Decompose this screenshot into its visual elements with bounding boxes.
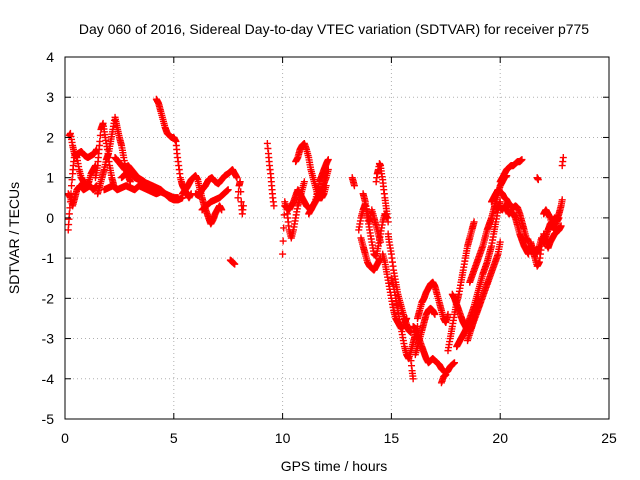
data-point <box>224 186 232 194</box>
data-point <box>444 310 452 318</box>
data-point <box>237 188 245 196</box>
y-tick-label: -1 <box>42 250 55 266</box>
y-tick-label: 1 <box>46 170 54 186</box>
data-point <box>65 210 73 218</box>
data-point <box>442 371 450 379</box>
data-point <box>280 224 288 232</box>
data-point <box>518 156 526 164</box>
y-tick-label: 4 <box>46 49 54 65</box>
y-axis-label: SDTVAR / TECUs <box>6 182 22 294</box>
y-tick-label: -5 <box>42 411 55 427</box>
data-point <box>557 222 565 230</box>
x-tick-label: 10 <box>275 430 291 446</box>
data-point <box>239 202 247 210</box>
x-tick-label: 25 <box>601 430 617 446</box>
data-point <box>496 238 504 246</box>
data-point <box>279 250 287 258</box>
x-tick-label: 20 <box>492 430 508 446</box>
grid-lines <box>65 57 609 419</box>
data-point <box>409 375 417 383</box>
data-point <box>96 131 104 139</box>
x-tick-label: 5 <box>170 430 178 446</box>
data-point <box>350 182 358 190</box>
data-point <box>555 214 563 222</box>
data-point <box>279 237 287 245</box>
y-tick-label: 0 <box>46 210 54 226</box>
data-point <box>96 137 104 145</box>
y-tick-label: -4 <box>42 371 55 387</box>
chart-title: Day 060 of 2016, Sidereal Day-to-day VTE… <box>79 21 589 37</box>
x-tick-label: 15 <box>384 430 400 446</box>
data-point <box>280 211 288 219</box>
data-point <box>231 260 239 268</box>
data-point <box>534 176 542 184</box>
y-tick-label: -2 <box>42 290 55 306</box>
data-point <box>559 154 567 162</box>
axis-ticks: 0 5 10 15 20 25 -5 -4 -3 -2 -1 0 1 2 3 4 <box>42 49 617 446</box>
data-point <box>233 174 241 182</box>
data-point <box>403 314 411 322</box>
x-axis-label: GPS time / hours <box>281 458 388 474</box>
data-point <box>324 166 332 174</box>
data-point <box>218 206 226 214</box>
data-point <box>324 156 332 164</box>
data-point <box>558 196 566 204</box>
data-point <box>524 250 532 258</box>
data-point <box>68 176 76 184</box>
data-point <box>431 310 439 318</box>
plot-frame <box>64 56 610 420</box>
data-point <box>470 218 478 226</box>
data-point <box>451 359 459 367</box>
data-point <box>300 178 308 186</box>
y-tick-label: 2 <box>46 129 54 145</box>
data-point <box>236 178 244 186</box>
x-tick-label: 0 <box>61 430 69 446</box>
data-points <box>64 95 567 387</box>
y-tick-label: -3 <box>42 331 55 347</box>
data-point <box>234 194 242 202</box>
data-point <box>68 182 76 190</box>
data-point <box>270 202 278 210</box>
data-point <box>383 214 391 222</box>
y-tick-label: 3 <box>46 89 54 105</box>
